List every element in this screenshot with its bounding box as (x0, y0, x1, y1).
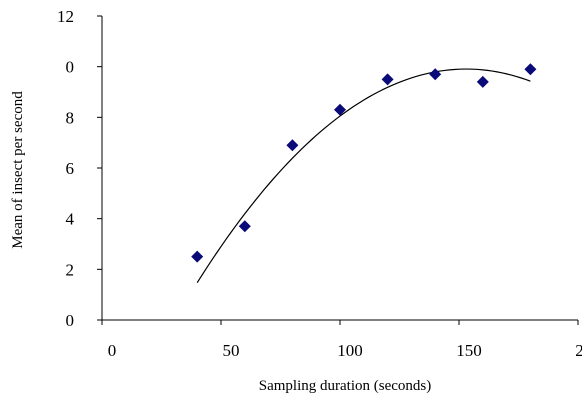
y-tick-label: 2 (66, 260, 75, 279)
data-point (334, 103, 346, 116)
y-tick-label: 4 (66, 210, 75, 229)
x-tick-label: 150 (456, 341, 482, 360)
y-tick-label: 6 (66, 159, 75, 178)
data-point (286, 139, 299, 152)
x-tick-label: 200 (575, 341, 582, 360)
data-point (191, 250, 204, 263)
y-tick-label: 0 (66, 58, 75, 77)
x-tick-label: 50 (223, 341, 240, 360)
axes (101, 16, 578, 321)
y-ticks: 0 2 4 6 8 0 12 (57, 7, 102, 330)
data-points (191, 63, 537, 263)
x-axis-title: Sampling duration (seconds) (259, 378, 431, 394)
x-tick-label: 100 (337, 341, 363, 360)
data-point (429, 68, 442, 81)
x-ticks: 0 50 100 150 200 (101, 320, 582, 360)
y-axis-title: Mean of insect per second (10, 91, 26, 249)
y-tick-label: 0 (66, 311, 75, 330)
data-point (381, 73, 394, 86)
y-tick-label: 8 (66, 108, 75, 127)
data-point (238, 220, 251, 233)
data-point (476, 75, 489, 88)
data-point (524, 63, 537, 76)
x-tick-label: 0 (108, 341, 117, 360)
trendline (196, 68, 531, 283)
y-tick-label: 12 (57, 7, 74, 26)
